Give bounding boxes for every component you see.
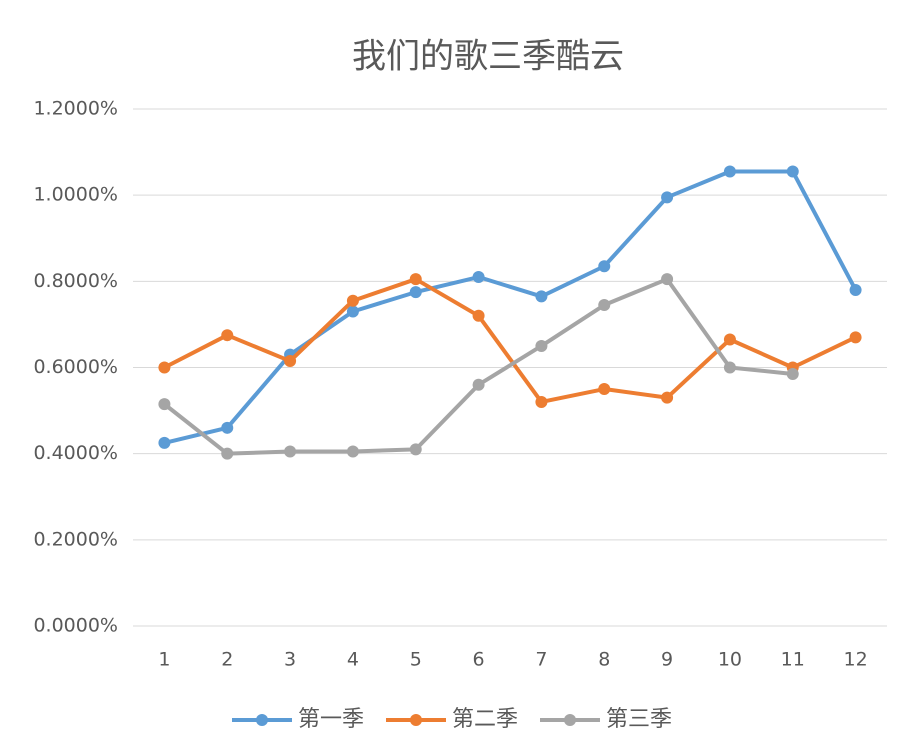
data-point [661,273,674,286]
data-point [472,271,485,284]
y-tick-label: 1.0000% [33,184,118,206]
data-point [346,294,359,307]
data-point [472,378,485,391]
series-line [163,169,858,445]
data-point [849,283,862,296]
legend-label: 第二季 [452,707,518,732]
data-point [346,305,359,318]
data-point [158,398,171,411]
x-tick-label: 12 [843,649,867,671]
data-point [535,339,548,352]
y-tick-label: 0.6000% [33,356,118,378]
legend-marker [564,714,576,726]
data-point [409,286,422,299]
data-point [661,191,674,204]
x-tick-label: 8 [598,649,610,671]
data-point [284,355,297,368]
data-point [661,391,674,404]
data-point [158,436,171,449]
data-point [598,299,611,312]
data-point [723,333,736,346]
data-point [535,290,548,303]
y-tick-label: 0.0000% [33,615,118,637]
data-point [158,361,171,374]
legend-marker [410,714,422,726]
y-tick-label: 1.2000% [33,98,118,120]
data-point [786,367,799,380]
data-point [723,361,736,374]
data-point [598,260,611,273]
x-tick-label: 4 [347,649,359,671]
data-point [535,395,548,408]
chart-title: 我们的歌三季酷云 [352,37,624,77]
legend-marker [256,714,268,726]
data-point [786,165,799,178]
data-point [409,443,422,456]
x-tick-label: 2 [221,649,233,671]
data-point [221,447,234,460]
x-tick-label: 9 [661,649,673,671]
data-point [221,329,234,342]
data-point [284,445,297,458]
x-tick-label: 10 [718,649,742,671]
data-point [221,421,234,434]
legend-label: 第三季 [606,707,672,732]
y-tick-label: 0.4000% [33,442,118,464]
x-tick-label: 11 [781,649,805,671]
data-point [849,331,862,344]
series-line [163,277,857,404]
data-point [346,445,359,458]
x-tick-label: 6 [473,649,485,671]
x-tick-label: 3 [284,649,296,671]
data-point [409,273,422,286]
y-tick-label: 0.2000% [33,528,118,550]
data-point [598,383,611,396]
x-tick-label: 1 [158,649,170,671]
x-tick-label: 7 [535,649,547,671]
x-tick-label: 5 [410,649,422,671]
data-point [723,165,736,178]
legend-label: 第一季 [298,707,364,732]
y-tick-label: 0.8000% [33,270,118,292]
data-point [472,309,485,322]
